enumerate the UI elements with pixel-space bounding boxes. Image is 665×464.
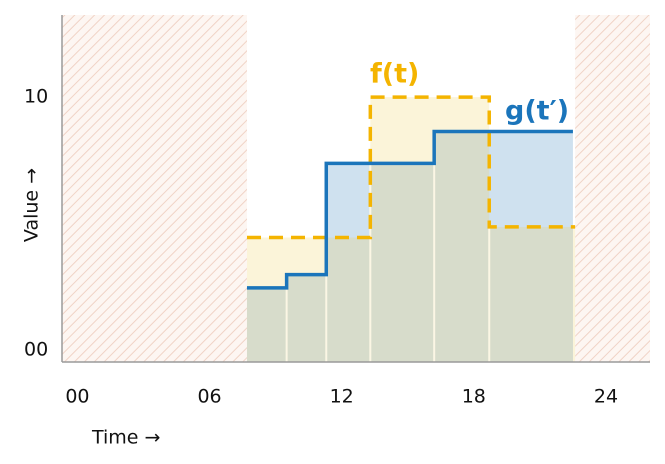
overlap-area [434, 131, 490, 362]
y-axis-label: Value → [21, 168, 43, 242]
x-tick-label: 06 [197, 386, 221, 408]
shaded-region [575, 15, 650, 362]
x-tick-label: 00 [65, 386, 89, 408]
series-label: g(t′) [505, 96, 569, 127]
x-tick-label: 18 [462, 386, 486, 408]
shaded-region [62, 15, 247, 362]
overlap-area [489, 226, 573, 362]
x-tick-label: 24 [594, 386, 618, 408]
overlap-area [286, 274, 327, 362]
y-tick-label: 00 [24, 339, 48, 361]
overlap-area [246, 287, 287, 362]
series-label: f(t) [370, 59, 419, 90]
overlap-area [370, 163, 435, 362]
overlap-area [326, 237, 371, 362]
series-line [246, 129, 573, 290]
x-axis-label: Time → [91, 427, 160, 449]
y-tick-label: 10 [24, 86, 48, 108]
x-tick-label: 12 [330, 386, 354, 408]
